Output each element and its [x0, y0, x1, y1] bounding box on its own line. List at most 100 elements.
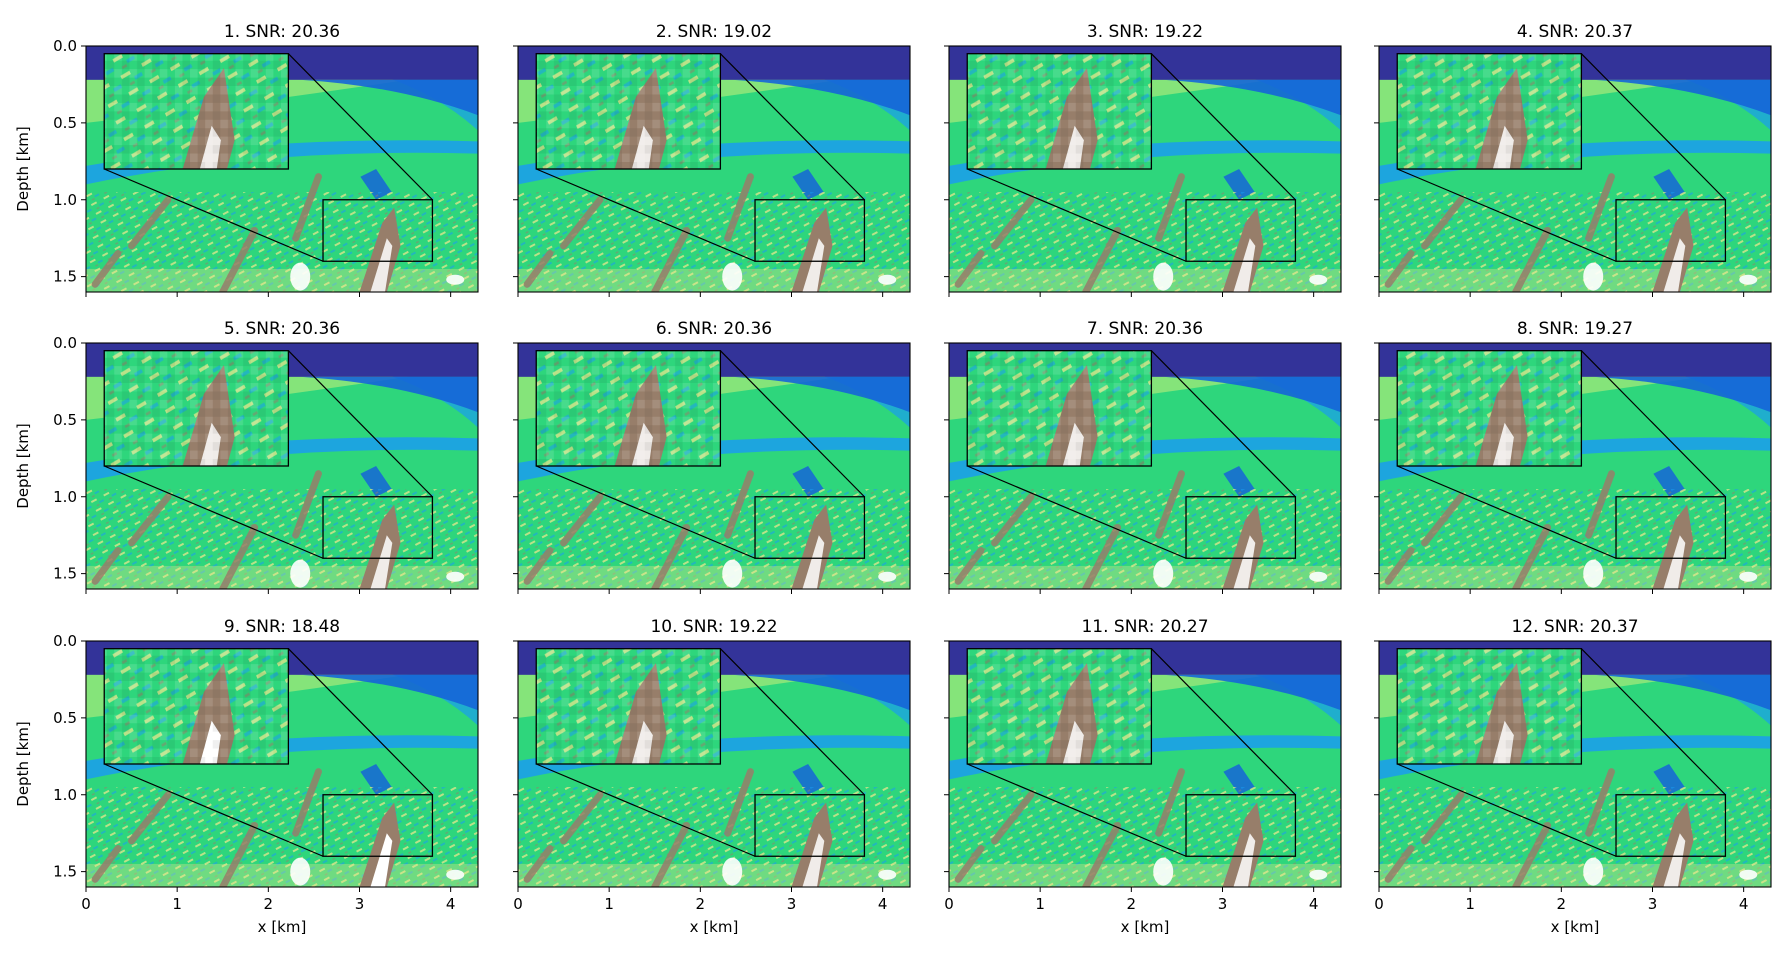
- zoom-inset: [967, 648, 1152, 764]
- zoom-inset: [967, 350, 1152, 466]
- panel: 11. SNR: 20.27 0 1 2 3 4 x [km]: [944, 617, 1342, 936]
- panel: 4. SNR: 20.37: [1374, 22, 1772, 297]
- x-tick-label: 3: [787, 895, 797, 913]
- zoom-inset: [1397, 350, 1582, 466]
- panel-title: 3. SNR: 19.22: [1087, 22, 1203, 42]
- zoom-inset: [536, 648, 721, 764]
- x-tick-label: 2: [696, 895, 706, 913]
- y-tick-label: 0.0: [53, 37, 77, 55]
- x-tick-label: 2: [264, 895, 274, 913]
- x-tick-label: 1: [1035, 895, 1045, 913]
- connector-line: [719, 648, 865, 796]
- inset-frame: [966, 53, 1153, 170]
- connector-line: [287, 53, 433, 201]
- inset-frame: [966, 350, 1153, 467]
- panel: 7. SNR: 20.36: [944, 319, 1342, 594]
- axes-frame: [85, 640, 479, 888]
- x-tick-label: 0: [81, 895, 91, 913]
- y-axis-label: Depth [km]: [14, 423, 32, 508]
- connector-line: [103, 168, 324, 262]
- panel: 5. SNR: 20.36 0.0 0.5 1.0 1.5 Depth [km]: [14, 319, 479, 594]
- axes-frame: [517, 342, 911, 590]
- x-tick-label: 3: [1218, 895, 1228, 913]
- axes-frame: [1378, 342, 1772, 590]
- y-tick-label: 0.5: [53, 114, 77, 132]
- zoom-inset: [536, 350, 721, 466]
- inset-frame: [1396, 53, 1583, 170]
- panel-title: 7. SNR: 20.36: [1087, 319, 1203, 339]
- x-tick-label: 4: [446, 895, 456, 913]
- panel-title: 4. SNR: 20.37: [1517, 22, 1633, 42]
- zoom-box: [322, 496, 434, 559]
- x-tick-label: 1: [1465, 895, 1475, 913]
- x-axis-label: x [km]: [258, 918, 307, 936]
- panel-title: 10. SNR: 19.22: [650, 617, 777, 637]
- zoom-box: [1615, 496, 1727, 559]
- y-tick-label: 1.5: [53, 863, 77, 881]
- connector-line: [966, 168, 1187, 262]
- panel-title: 6. SNR: 20.36: [656, 319, 772, 339]
- panel: 6. SNR: 20.36: [513, 319, 911, 594]
- axes-frame: [948, 342, 1342, 590]
- x-tick-label: 4: [878, 895, 888, 913]
- axes-frame: [85, 45, 479, 293]
- x-tick-label: 0: [1374, 895, 1384, 913]
- axes-frame: [517, 640, 911, 888]
- x-tick-label: 4: [1739, 895, 1749, 913]
- x-tick-label: 2: [1557, 895, 1567, 913]
- panel: 9. SNR: 18.48 0 1 2 3 4 0.0 0.5 1.0 1.5 x [km] Dept…: [14, 617, 479, 936]
- inset-frame: [535, 53, 722, 170]
- connector-line: [1580, 350, 1726, 498]
- connector-line: [1396, 168, 1617, 262]
- panel-title: 8. SNR: 19.27: [1517, 319, 1633, 339]
- connector-line: [1150, 350, 1296, 498]
- x-tick-label: 0: [513, 895, 523, 913]
- x-tick-label: 2: [1127, 895, 1137, 913]
- x-axis-label: x [km]: [1121, 918, 1170, 936]
- x-tick-label: 1: [604, 895, 614, 913]
- y-tick-label: 1.5: [53, 565, 77, 583]
- inset-frame: [535, 648, 722, 765]
- zoom-box: [322, 199, 434, 262]
- panel-title: 12. SNR: 20.37: [1511, 617, 1638, 637]
- connector-line: [1150, 648, 1296, 796]
- connector-line: [535, 168, 756, 262]
- connector-line: [287, 648, 433, 796]
- panel: 10. SNR: 19.22 0 1 2 3 4 x [km]: [513, 617, 911, 936]
- x-axis-label: x [km]: [690, 918, 739, 936]
- panel: 1. SNR: 20.36 0.0 0.5 1.0 1.5 Depth [km]: [14, 22, 479, 297]
- zoom-box: [1185, 794, 1297, 857]
- inset-frame: [103, 350, 290, 467]
- panel: 3. SNR: 19.22: [944, 22, 1342, 297]
- zoom-inset: [967, 53, 1152, 169]
- y-axis-label: Depth [km]: [14, 126, 32, 211]
- zoom-inset: [104, 648, 289, 764]
- axes-frame: [1378, 640, 1772, 888]
- panel-title: 1. SNR: 20.36: [224, 22, 340, 42]
- connector-line: [103, 465, 324, 559]
- inset-frame: [535, 350, 722, 467]
- connector-line: [1580, 648, 1726, 796]
- panel: 12. SNR: 20.37 0 1 2 3 4 x [km]: [1374, 617, 1772, 936]
- connector-line: [1150, 53, 1296, 201]
- inset-frame: [966, 648, 1153, 765]
- connector-line: [719, 350, 865, 498]
- axes-frame: [517, 45, 911, 293]
- axes-frame: [85, 342, 479, 590]
- y-tick-label: 1.0: [53, 191, 77, 209]
- inset-frame: [1396, 350, 1583, 467]
- connector-line: [966, 763, 1187, 857]
- inset-frame: [103, 648, 290, 765]
- zoom-box: [1185, 496, 1297, 559]
- zoom-box: [1185, 199, 1297, 262]
- zoom-box: [754, 794, 866, 857]
- x-tick-label: 3: [355, 895, 365, 913]
- zoom-box: [322, 794, 434, 857]
- zoom-box: [1615, 199, 1727, 262]
- zoom-inset: [536, 53, 721, 169]
- zoom-inset: [1397, 53, 1582, 169]
- x-tick-label: 4: [1309, 895, 1319, 913]
- inset-frame: [1396, 648, 1583, 765]
- y-tick-label: 1.5: [53, 268, 77, 286]
